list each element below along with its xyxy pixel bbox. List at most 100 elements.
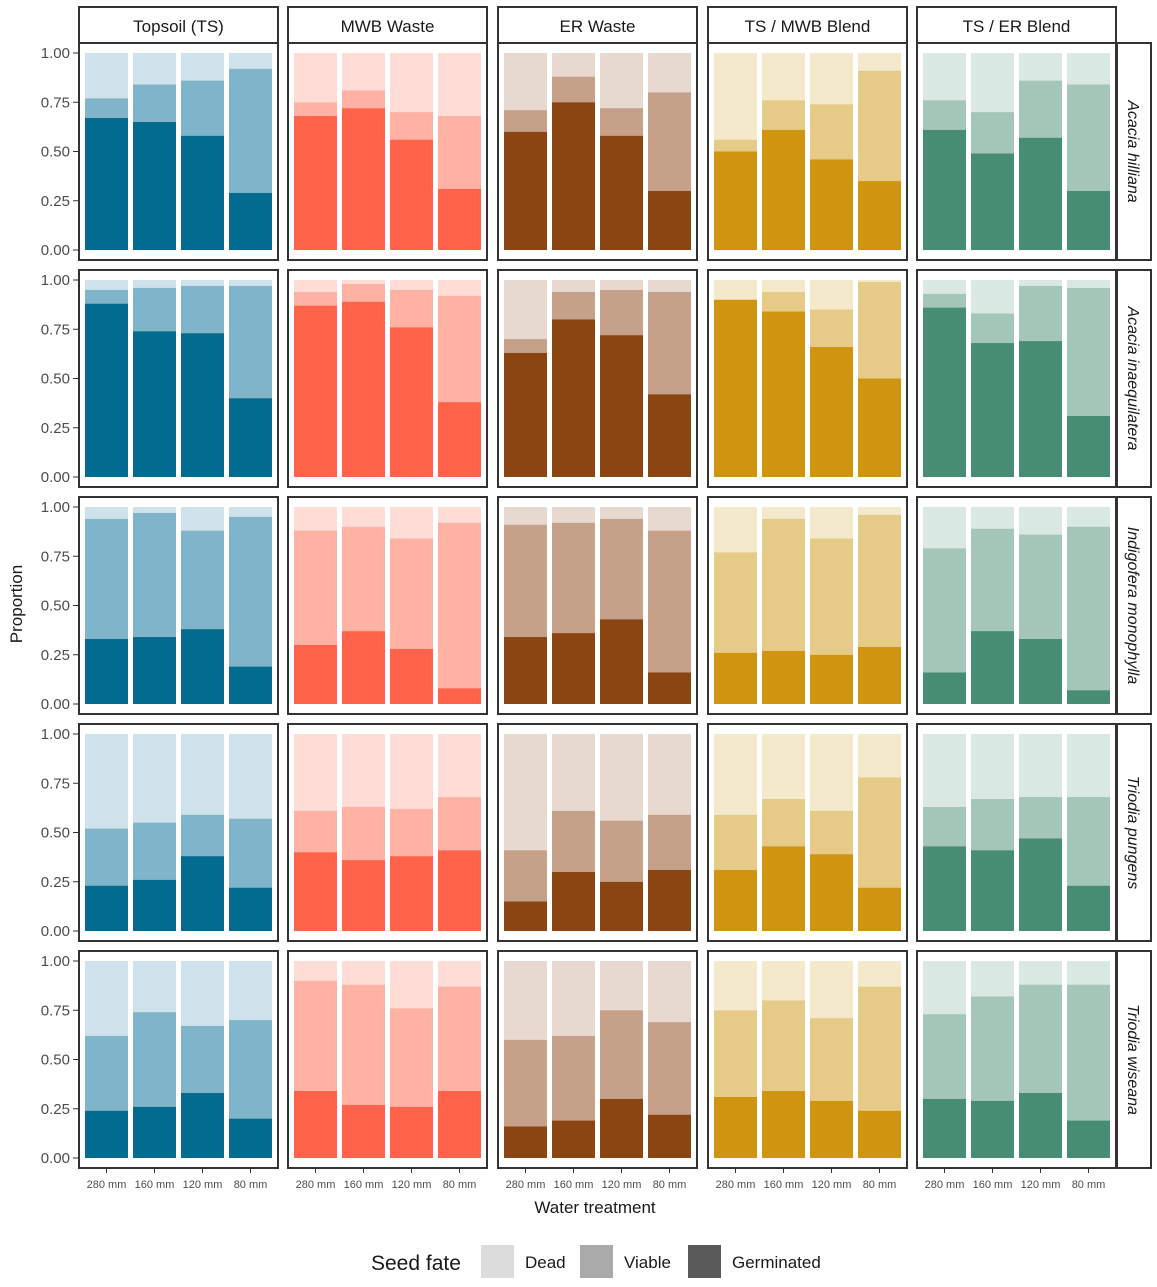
bar-dead bbox=[714, 280, 757, 300]
bar-viable bbox=[438, 295, 481, 403]
bar-dead bbox=[133, 280, 176, 288]
legend-entry-viable: Viable bbox=[580, 1245, 671, 1278]
bar-dead bbox=[648, 734, 691, 815]
panel-acacia-hilliana-ts-er-blend bbox=[916, 42, 1117, 261]
bar-dead bbox=[181, 280, 224, 286]
bar-germinated bbox=[648, 190, 691, 250]
bar-viable bbox=[1067, 287, 1110, 416]
column-strip-label: ER Waste bbox=[560, 17, 636, 36]
bar-viable bbox=[85, 1035, 128, 1111]
bar-dead bbox=[552, 961, 595, 1036]
bar-viable bbox=[229, 516, 272, 667]
panel-triodia-pungens-ts-er-blend bbox=[916, 723, 1117, 942]
row-strip-label: Triodia pungens bbox=[1124, 776, 1141, 890]
bar-germinated bbox=[342, 108, 385, 250]
legend-title: Seed fate bbox=[371, 1252, 461, 1275]
bar-viable bbox=[294, 810, 337, 853]
bar-dead bbox=[342, 507, 385, 527]
bar-germinated bbox=[85, 1110, 128, 1158]
bar-dead bbox=[181, 507, 224, 531]
bar-germinated bbox=[648, 394, 691, 477]
bar-viable bbox=[1019, 984, 1062, 1093]
bar-dead bbox=[1067, 734, 1110, 798]
y-tick-label: 0.25 bbox=[41, 420, 70, 437]
bar-dead bbox=[504, 961, 547, 1040]
bar-viable bbox=[762, 518, 805, 651]
bar-dead bbox=[1067, 53, 1110, 85]
bar-viable bbox=[858, 70, 901, 182]
panel-border bbox=[707, 269, 908, 488]
bar-viable bbox=[858, 514, 901, 647]
bar-germinated bbox=[810, 346, 853, 477]
bar-germinated bbox=[229, 192, 272, 250]
bar-germinated bbox=[600, 1098, 643, 1158]
y-tick-label: 0.75 bbox=[41, 321, 70, 338]
bar-viable bbox=[438, 116, 481, 189]
bar-dead bbox=[85, 280, 128, 290]
bar-viable bbox=[390, 112, 433, 140]
bar-viable bbox=[923, 100, 966, 130]
bar-germinated bbox=[229, 1118, 272, 1158]
column-strip-box bbox=[287, 6, 488, 44]
panel-triodia-wiseana-topsoil-ts bbox=[78, 950, 279, 1169]
bar-viable bbox=[648, 92, 691, 191]
bar-viable bbox=[342, 526, 385, 632]
bar-viable bbox=[714, 1010, 757, 1097]
bar-viable bbox=[1067, 797, 1110, 886]
bar-germinated bbox=[181, 1092, 224, 1158]
bar-dead bbox=[762, 961, 805, 1001]
bar-germinated bbox=[552, 102, 595, 250]
row-strip-label: Indigofera monophylla bbox=[1124, 527, 1141, 685]
bar-viable bbox=[762, 291, 805, 312]
bar-germinated bbox=[390, 856, 433, 931]
bar-germinated bbox=[342, 1104, 385, 1158]
bar-viable bbox=[390, 289, 433, 328]
bar-germinated bbox=[1019, 1092, 1062, 1158]
bar-viable bbox=[810, 104, 853, 160]
panel-border bbox=[497, 950, 698, 1169]
bar-germinated bbox=[552, 1120, 595, 1158]
column-strip-ts-mwb-blend: TS / MWB Blend bbox=[707, 6, 908, 44]
bar-viable bbox=[342, 806, 385, 861]
bar-germinated bbox=[133, 121, 176, 250]
y-tick-label: 0.50 bbox=[41, 825, 70, 842]
bar-dead bbox=[858, 961, 901, 987]
panel-acacia-inaequilatera-mwb-waste bbox=[287, 269, 488, 488]
bar-germinated bbox=[810, 1100, 853, 1158]
bar-germinated bbox=[714, 652, 757, 704]
bar-dead bbox=[762, 280, 805, 292]
bar-viable bbox=[181, 80, 224, 136]
panel-triodia-pungens-mwb-waste bbox=[287, 723, 488, 942]
bar-dead bbox=[1019, 280, 1062, 286]
legend: Seed fate Dead Viable Germinated bbox=[371, 1245, 821, 1278]
row-strip-label: Acacia inaequilatera bbox=[1124, 305, 1141, 450]
x-axis-title: Water treatment bbox=[534, 1198, 656, 1217]
legend-label: Dead bbox=[525, 1253, 566, 1272]
column-strip-box bbox=[78, 6, 279, 44]
bar-viable bbox=[648, 291, 691, 395]
bar-viable bbox=[600, 820, 643, 882]
bar-viable bbox=[294, 291, 337, 306]
bar-viable bbox=[600, 289, 643, 336]
bar-germinated bbox=[181, 856, 224, 931]
bar-germinated bbox=[438, 850, 481, 931]
bar-dead bbox=[133, 507, 176, 513]
bar-dead bbox=[648, 280, 691, 292]
bar-viable bbox=[552, 76, 595, 103]
bar-dead bbox=[810, 280, 853, 310]
panel-triodia-wiseana-ts-er-blend bbox=[916, 950, 1117, 1169]
row-strip-label: Acacia hilliana bbox=[1124, 99, 1141, 202]
bar-viable bbox=[552, 522, 595, 634]
bar-germinated bbox=[294, 644, 337, 704]
panel-acacia-hilliana-er-waste bbox=[497, 42, 698, 261]
bar-dead bbox=[762, 53, 805, 101]
bar-viable bbox=[923, 293, 966, 308]
y-tick-label: 0.00 bbox=[41, 242, 70, 259]
bar-viable bbox=[85, 518, 128, 639]
bar-germinated bbox=[762, 129, 805, 250]
bar-dead bbox=[342, 734, 385, 807]
bar-viable bbox=[1067, 984, 1110, 1121]
bar-viable bbox=[1019, 534, 1062, 639]
bar-germinated bbox=[971, 1100, 1014, 1158]
y-tick-label: 1.00 bbox=[41, 272, 70, 289]
